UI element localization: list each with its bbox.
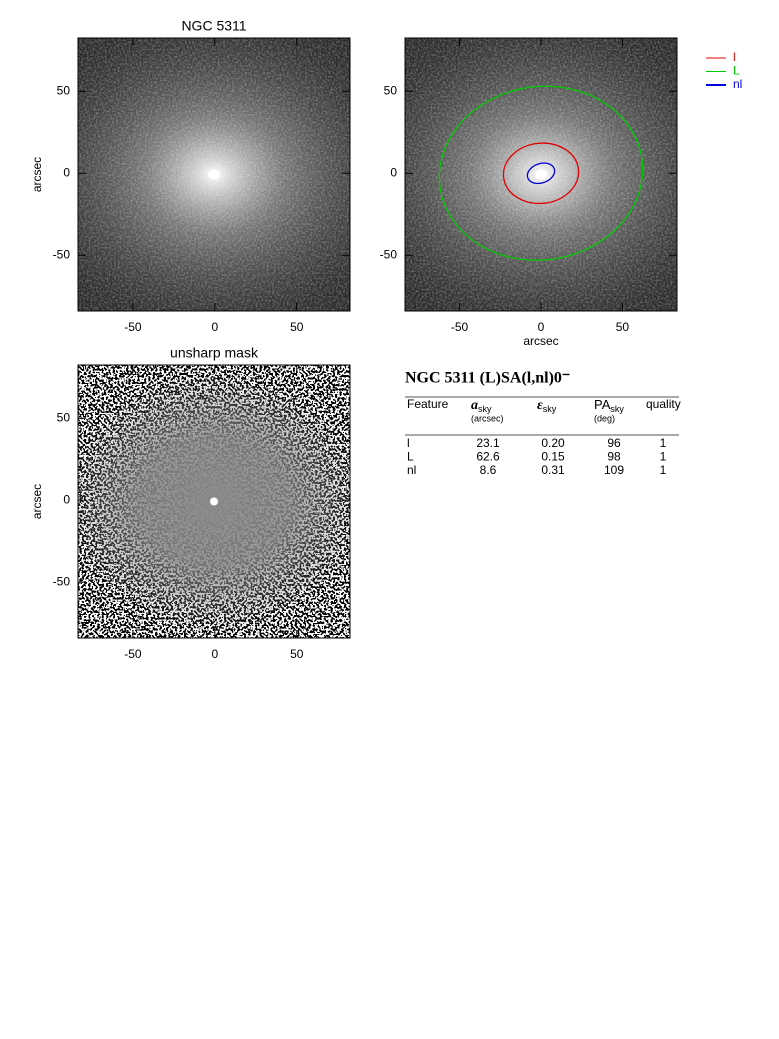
x-axis-label: arcsec [523,334,558,348]
column-header: PAsky [594,397,624,414]
table-cell: 0.15 [541,450,565,464]
y-axis-label: arcsec [30,157,44,192]
header-sub: sky [543,404,557,414]
y-tick-label: 50 [57,83,71,97]
table-cell: 62.6 [476,450,500,464]
column-header: asky [471,398,492,414]
header-sub: sky [478,404,492,414]
table-cell: nl [407,463,416,477]
header-unit: (deg) [594,413,615,423]
x-tick-label: 50 [290,320,304,334]
table-cell: 96 [607,436,621,450]
y-tick-label: -50 [53,247,71,261]
x-tick-label: -50 [451,320,469,334]
table-cell: 0.31 [541,463,565,477]
table-cell: 98 [607,450,621,464]
table-cell: 1 [660,450,667,464]
frame [77,364,351,639]
image [78,365,350,638]
x-tick-label: -50 [124,647,142,661]
legend-label: L [733,64,740,78]
table-cell: 1 [660,463,667,477]
nucleus [535,169,547,180]
table-cell: L [407,450,414,464]
table-title: NGC 5311 (L)SA(l,nl)0⁻ [405,370,570,387]
table-cell: l [407,436,410,450]
y-tick-label: 0 [390,165,397,179]
header-symbol: ε [537,398,543,413]
x-tick-label: 0 [211,320,218,334]
image [405,38,677,311]
header-sub: sky [610,404,624,414]
header-symbol: a [471,398,478,413]
x-tick-label: 50 [290,647,304,661]
table-cell: 0.20 [541,436,565,450]
image [78,38,350,311]
y-axis-label: arcsec [30,484,44,519]
x-tick-label: -50 [124,320,142,334]
y-tick-label: -50 [380,247,398,261]
header-unit: (arcsec) [471,413,504,423]
legend-label: l [733,50,736,64]
x-tick-label: 0 [538,320,545,334]
table-cell: 109 [604,463,624,477]
legend-label: nl [733,77,742,91]
fit-ellipse [502,142,580,205]
y-tick-label: -50 [53,574,71,588]
y-tick-label: 50 [384,83,398,97]
header-symbol: PA [594,397,611,412]
nucleus [210,497,218,506]
panel-title: unsharp mask [170,345,259,361]
y-tick-label: 50 [57,410,71,424]
fit-ellipse [526,162,556,185]
column-header: Feature [407,397,449,411]
table-cell: 1 [660,436,667,450]
column-header: quality [646,397,681,411]
y-tick-label: 0 [63,165,70,179]
nucleus [208,169,220,180]
y-tick-label: 0 [63,492,70,506]
x-tick-label: 50 [616,320,630,334]
table-cell: 8.6 [480,463,497,477]
column-header: εsky [537,398,557,414]
frame [77,37,351,312]
x-tick-label: 0 [211,647,218,661]
fit-ellipse [438,85,644,261]
panel-title: NGC 5311 [181,18,246,34]
table-cell: 23.1 [476,436,500,450]
